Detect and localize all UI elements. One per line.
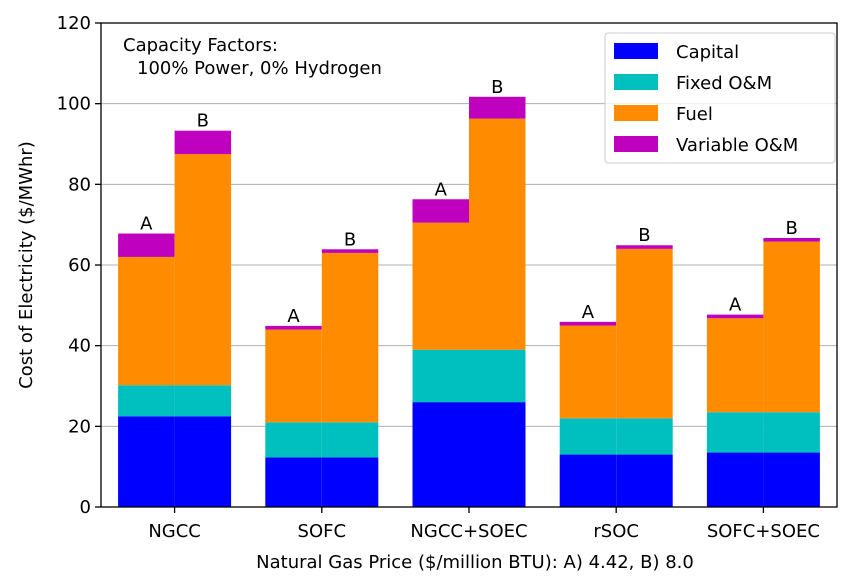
bar-segment-capital-sofc-a [265, 457, 322, 507]
legend-swatch [614, 74, 658, 90]
bar-segment-fuel-rsoc-b [616, 248, 673, 419]
bar-segment-variable-o-m-rsoc-b [616, 245, 673, 249]
y-tick-label: 40 [68, 336, 91, 357]
bar-segment-fuel-sofc-b [321, 252, 379, 423]
bar-segment-fixed-o-m-ngcc-a [118, 385, 175, 417]
legend-swatch [614, 105, 658, 121]
legend-label: Fixed O&M [676, 73, 772, 94]
legend-label: Variable O&M [676, 135, 798, 156]
bar-segment-fuel-ngcc-soec-b [469, 118, 526, 350]
bar-segment-variable-o-m-ngcc-soec-a [412, 199, 469, 223]
legend: Capital Fixed O&M Fuel Variable O&M [604, 32, 836, 164]
bar-segment-fixed-o-m-ngcc-b [174, 385, 232, 417]
legend-label: Capital [676, 42, 739, 63]
y-tick-label: 20 [68, 416, 91, 437]
annotation-line-2: 100% Power, 0% Hydrogen [137, 58, 382, 79]
x-tick-label: SOFC+SOEC [707, 521, 820, 542]
bar-segment-variable-o-m-ngcc-a [118, 233, 175, 257]
legend-label: Fuel [676, 104, 713, 125]
x-tick-label: SOFC [298, 521, 347, 542]
bar-segment-fixed-o-m-ngcc-soec-b [469, 349, 526, 403]
y-tick-label: 100 [57, 94, 91, 115]
legend-frame [604, 32, 836, 164]
bar-label-b: B [197, 111, 209, 132]
bar-segment-capital-rsoc-a [559, 454, 617, 507]
legend-swatch [614, 136, 658, 152]
bars-layer [118, 96, 820, 507]
bar-segment-variable-o-m-rsoc-a [559, 321, 617, 326]
bar-segment-fuel-rsoc-a [559, 325, 617, 419]
bar-segment-capital-ngcc-b [174, 416, 232, 507]
bar-label-b: B [344, 229, 356, 250]
bar-segment-fixed-o-m-rsoc-a [559, 418, 617, 455]
bar-label-b: B [785, 218, 797, 239]
bar-segment-variable-o-m-ngcc-soec-b [469, 96, 526, 119]
y-axis-title: Cost of Electricity ($/MWhr) [16, 141, 37, 389]
annotation-line-1: Capacity Factors: [123, 35, 278, 56]
x-tick-label: NGCC [148, 521, 201, 542]
y-tick-label: 80 [68, 174, 91, 195]
y-tick-label: 120 [57, 13, 91, 34]
bar-segment-variable-o-m-sofc-a [265, 325, 322, 330]
bar-segment-capital-ngcc-soec-b [469, 402, 526, 507]
bar-label-a: A [582, 302, 595, 323]
bar-segment-capital-sofc-b [321, 457, 379, 507]
y-axis: 0 20 40 60 80 100 120 [57, 13, 101, 518]
bar-label-a: A [140, 214, 153, 235]
bar-segment-fixed-o-m-sofc-soec-b [763, 412, 820, 453]
y-tick-label: 60 [68, 255, 91, 276]
bar-labels-layer: A B A B A B A B A B [140, 77, 798, 327]
bar-segment-fuel-sofc-soec-a [706, 318, 764, 413]
bar-segment-fuel-ngcc-b [174, 154, 232, 386]
x-axis-title: Natural Gas Price ($/million BTU): A) 4.… [256, 552, 694, 573]
bar-segment-fuel-sofc-a [265, 329, 322, 423]
bar-label-a: A [729, 295, 742, 316]
bar-segment-fixed-o-m-sofc-a [265, 422, 322, 458]
bar-segment-capital-sofc-soec-b [763, 452, 820, 507]
legend-swatch [614, 43, 658, 59]
bar-segment-variable-o-m-sofc-soec-b [763, 237, 820, 242]
bar-segment-fixed-o-m-sofc-soec-a [706, 412, 764, 453]
x-axis: NGCC SOFC NGCC+SOEC rSOC SOFC+SOEC [148, 507, 820, 542]
y-tick-label: 0 [80, 497, 91, 518]
bar-label-a: A [287, 306, 300, 327]
bar-segment-fuel-sofc-soec-b [763, 241, 820, 413]
bar-label-a: A [435, 179, 448, 200]
bar-segment-fixed-o-m-ngcc-soec-a [412, 349, 469, 403]
bar-segment-fixed-o-m-rsoc-b [616, 418, 673, 455]
x-tick-label: NGCC+SOEC [410, 521, 527, 542]
bar-label-b: B [638, 225, 650, 246]
bar-segment-capital-sofc-soec-a [706, 452, 764, 507]
bar-segment-capital-ngcc-a [118, 416, 175, 507]
bar-segment-fuel-ngcc-soec-a [412, 222, 469, 350]
x-tick-label: rSOC [593, 521, 639, 542]
bar-segment-fuel-ngcc-a [118, 256, 175, 386]
bar-segment-variable-o-m-sofc-soec-a [706, 314, 764, 319]
bar-segment-capital-rsoc-b [616, 454, 673, 507]
bar-segment-variable-o-m-ngcc-b [174, 130, 232, 155]
bar-label-b: B [491, 77, 503, 98]
bar-segment-variable-o-m-sofc-b [321, 249, 379, 253]
bar-segment-fixed-o-m-sofc-b [321, 422, 379, 458]
bar-segment-capital-ngcc-soec-a [412, 402, 469, 507]
